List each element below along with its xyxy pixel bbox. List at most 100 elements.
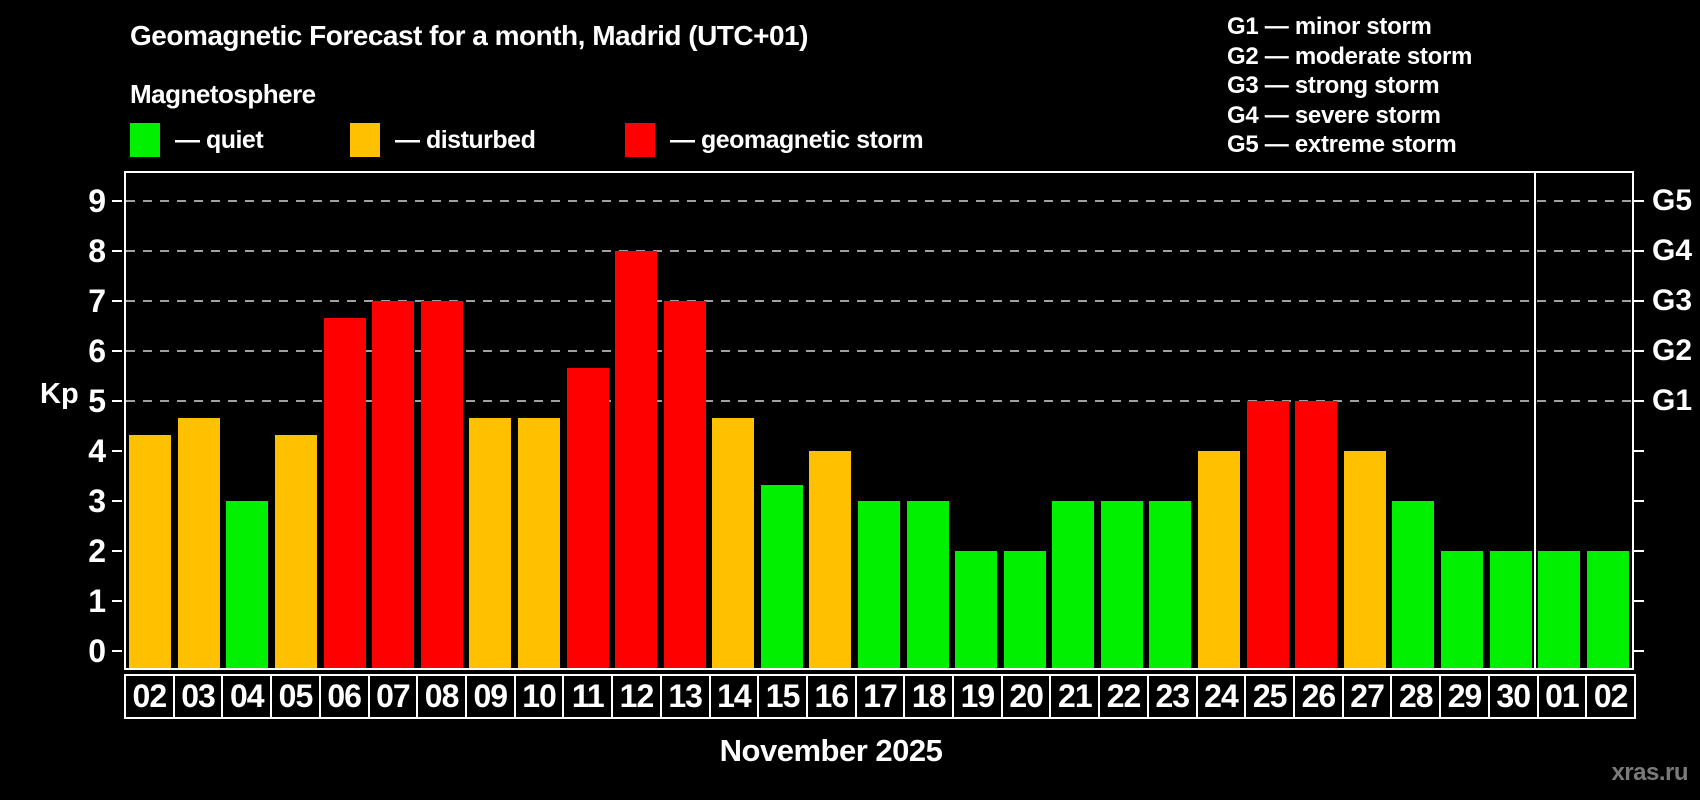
kp-bar-30 (1489, 551, 1532, 668)
date-box-1: 03 (172, 674, 224, 719)
right-axis-tick-8 (1634, 250, 1644, 252)
date-box-21: 23 (1146, 674, 1198, 719)
kp-bar-19 (955, 551, 998, 668)
chart-title: Geomagnetic Forecast for a month, Madrid… (130, 20, 808, 51)
g-axis-label-G4: G4 (1652, 234, 1693, 267)
g3-legend-line: G3 — strong storm (1227, 72, 1440, 99)
left-axis-tick-2 (112, 550, 122, 552)
kp-bar-02 (1586, 551, 1629, 668)
legend-label-storm: — geomagnetic storm (670, 125, 924, 154)
date-box-4: 06 (318, 674, 370, 719)
gridline-kp-6 (126, 350, 1632, 352)
y-tick-label-8: 8 (88, 233, 106, 269)
kp-bar-16 (809, 451, 852, 668)
y-tick-label-2: 2 (88, 533, 106, 569)
gridline-kp-9 (126, 200, 1632, 202)
left-axis-tick-9 (112, 200, 122, 202)
date-box-14: 16 (805, 674, 857, 719)
y-axis-label: Kp (40, 378, 79, 410)
date-box-30: 02 (1585, 674, 1636, 719)
right-axis-tick-4 (1634, 450, 1644, 452)
g1-legend-line: G1 — minor storm (1227, 13, 1432, 40)
date-box-5: 07 (367, 674, 419, 719)
g5-legend-line: G5 — extreme storm (1227, 131, 1457, 158)
g-scale-legend: G1 — minor storm G2 — moderate storm G3 … (1227, 12, 1472, 160)
legend-label-disturbed: — disturbed (395, 125, 536, 154)
kp-bar-04 (226, 501, 269, 668)
y-tick-label-5: 5 (88, 383, 106, 419)
color-legend: — quiet — disturbed — geomagnetic storm (130, 123, 1030, 159)
date-box-28: 30 (1487, 674, 1539, 719)
kp-bar-18 (906, 501, 949, 668)
left-axis-tick-5 (112, 400, 122, 402)
y-tick-label-3: 3 (88, 483, 106, 519)
date-box-3: 05 (270, 674, 321, 719)
kp-bar-05 (275, 434, 318, 668)
storm-color-swatch (625, 123, 655, 157)
y-tick-label-9: 9 (88, 183, 106, 219)
date-box-23: 25 (1244, 674, 1296, 719)
right-axis-tick-9 (1634, 200, 1644, 202)
date-box-15: 17 (854, 674, 906, 719)
right-axis-tick-0 (1634, 650, 1644, 652)
y-tick-label-7: 7 (88, 283, 106, 319)
x-axis-title: November 2025 (719, 733, 943, 768)
kp-bar-11 (566, 367, 609, 668)
date-box-20: 22 (1098, 674, 1149, 719)
right-axis-tick-3 (1634, 500, 1644, 502)
kp-bar-08 (420, 301, 463, 668)
kp-bar-12 (615, 251, 658, 668)
kp-bar-06 (323, 317, 366, 668)
date-box-24: 26 (1293, 674, 1344, 719)
date-box-7: 09 (464, 674, 516, 719)
g-axis-label-G5: G5 (1652, 184, 1693, 217)
right-axis-tick-1 (1634, 600, 1644, 602)
g4-legend-line: G4 — severe storm (1227, 101, 1441, 129)
date-box-22: 24 (1195, 674, 1247, 719)
kp-bar-09 (469, 417, 512, 668)
date-box-6: 08 (416, 674, 467, 719)
chart-subtitle: Magnetosphere (130, 79, 316, 109)
kp-bar-25 (1246, 401, 1289, 668)
kp-bar-24 (1198, 451, 1241, 668)
date-box-11: 13 (659, 674, 711, 719)
gridline-kp-7 (126, 300, 1632, 302)
date-box-27: 29 (1439, 674, 1490, 719)
date-box-2: 04 (221, 674, 273, 719)
right-axis-tick-6 (1634, 350, 1644, 352)
date-box-19: 21 (1049, 674, 1101, 719)
date-box-29: 01 (1536, 674, 1588, 719)
date-box-16: 18 (903, 674, 955, 719)
legend-item-disturbed: — disturbed (350, 123, 536, 157)
kp-bar-14 (712, 417, 755, 668)
kp-bar-28 (1392, 501, 1435, 668)
left-axis-tick-6 (112, 350, 122, 352)
right-axis-tick-7 (1634, 300, 1644, 302)
quiet-color-swatch (130, 123, 160, 157)
left-axis-tick-0 (112, 650, 122, 652)
y-tick-label-4: 4 (88, 433, 106, 469)
date-box-25: 27 (1341, 674, 1393, 719)
left-axis-tick-8 (112, 250, 122, 252)
kp-bar-17 (858, 501, 900, 668)
month-separator-line (1533, 173, 1536, 668)
kp-bar-29 (1440, 551, 1483, 668)
left-axis-tick-3 (112, 500, 122, 502)
right-axis-tick-5 (1634, 400, 1644, 402)
left-axis-tick-7 (112, 300, 122, 302)
date-box-18: 20 (1000, 674, 1052, 719)
kp-bar-10 (517, 417, 560, 668)
g2-legend-line: G2 — moderate storm (1227, 42, 1473, 70)
date-box-12: 14 (708, 674, 760, 719)
kp-bar-21 (1052, 501, 1095, 668)
y-tick-label-6: 6 (88, 333, 106, 369)
date-box-10: 12 (611, 674, 662, 719)
date-box-17: 19 (952, 674, 1003, 719)
gridline-kp-8 (126, 250, 1632, 252)
y-tick-label-1: 1 (88, 583, 106, 619)
kp-bar-27 (1343, 451, 1386, 668)
legend-item-storm: — geomagnetic storm (625, 123, 924, 157)
y-tick-label-0: 0 (88, 633, 106, 669)
date-box-8: 10 (513, 674, 565, 719)
